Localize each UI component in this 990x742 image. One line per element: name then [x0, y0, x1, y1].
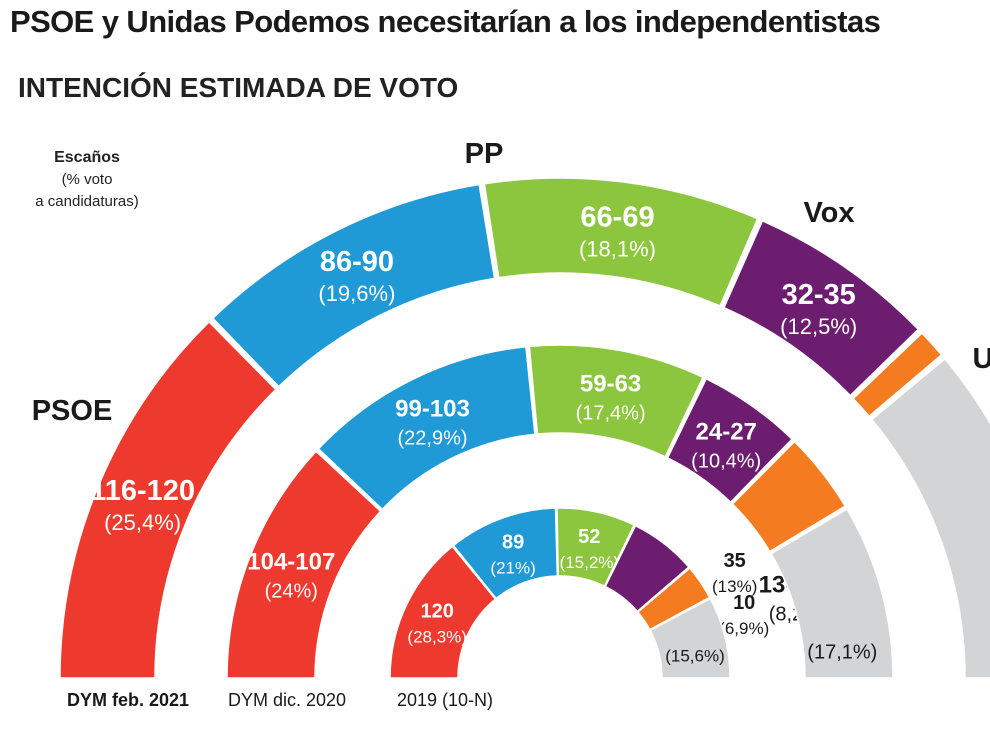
pct-label-pp-ring-2: (22,9%) [397, 428, 467, 450]
arc-segment-vox-ring-3 [556, 507, 636, 588]
arc-segment-psoe-ring-3 [389, 545, 497, 679]
seats-label-psoe-ring-2: 104-107 [247, 549, 335, 576]
arc-segment-pp-ring-2 [317, 345, 536, 511]
seats-label-pp-ring-2: 99-103 [395, 396, 470, 423]
chart-subtitle: INTENCIÓN ESTIMADA DE VOTO [18, 72, 459, 103]
party-label-pp: PP [465, 138, 504, 170]
seats-label-up-ring-2: 24-27 [696, 419, 757, 446]
arc-segment-psoe-ring-1 [59, 320, 277, 679]
arc-segment-vox-ring-1 [483, 177, 759, 307]
pct-label-up-ring-3: (13%) [712, 577, 757, 596]
seats-label-psoe-ring-3: 120 [421, 601, 454, 623]
ring-caption-3: 2019 (10-N) [397, 690, 493, 710]
arc-segment-up-ring-2 [666, 377, 794, 504]
party-label-psoe: PSOE [32, 395, 113, 427]
arc-segment-up-ring-3 [604, 524, 690, 613]
arc-segment-otros-ring-1 [870, 357, 990, 679]
pct-label-pp-ring-1: (19,6%) [318, 281, 395, 306]
pct-label-psoe-ring-2: (24%) [265, 581, 318, 603]
pct-label-cs-ring-3: (6,9%) [719, 619, 769, 638]
arc-segment-cs-ring-3 [636, 567, 711, 631]
legend-title: Escaños [54, 149, 120, 166]
seats-label-vox-ring-1: 66-69 [580, 202, 654, 234]
seats-label-pp-ring-1: 86-90 [320, 246, 394, 278]
ring-caption-1: DYM feb. 2021 [67, 690, 189, 710]
seats-label-up-ring-1: 32-35 [782, 279, 856, 311]
pct-label-up-ring-2: (10,4%) [691, 451, 761, 473]
party-label-vox: Vox [803, 197, 854, 229]
legend-line-2: a candidaturas) [35, 193, 139, 210]
seats-label-pp-ring-3: 89 [502, 531, 524, 553]
pct-label-pp-ring-3: (21%) [490, 558, 535, 577]
arc-segment-vox-ring-2 [528, 344, 705, 458]
pct-label-up-ring-1: (12,5%) [780, 314, 857, 339]
arc-segment-pp-ring-1 [211, 183, 496, 388]
party-label-u: U [973, 343, 990, 375]
pct-label-psoe-ring-1: (25,4%) [104, 510, 181, 535]
arc-segment-psoe-ring-2 [226, 450, 382, 679]
seats-label-psoe-ring-1: 116-120 [90, 475, 195, 507]
seats-label-vox-ring-2: 59-63 [580, 371, 641, 398]
pct-label-vox-ring-1: (18,1%) [579, 237, 656, 262]
ring-caption-2: DYM dic. 2020 [228, 690, 346, 710]
legend-line-1: (% voto [61, 171, 113, 188]
seats-label-cs-ring-3: 10 [733, 592, 755, 614]
arc-segment-otros-ring-2 [770, 508, 894, 679]
headline: PSOE y Unidas Podemos necesitarían a los… [10, 4, 881, 39]
seats-label-vox-ring-3: 52 [578, 526, 600, 548]
pct-label-psoe-ring-3: (28,3%) [407, 628, 467, 647]
arc-segment-pp-ring-3 [452, 507, 559, 600]
pct-label-otros-ring-3: (15,6%) [665, 646, 725, 665]
pct-label-vox-ring-2: (17,4%) [576, 403, 646, 425]
arc-segment-cs-ring-2 [731, 440, 847, 553]
arc-segment-up-ring-1 [722, 219, 920, 397]
pct-label-otros-ring-2: (17,1%) [807, 641, 877, 663]
pct-label-vox-ring-3: (15,2%) [560, 553, 620, 572]
legend-note: Escaños (% voto a candidaturas) [22, 147, 152, 213]
arc-segment-otros-ring-3 [649, 597, 731, 679]
seats-label-up-ring-3: 35 [724, 550, 746, 572]
arc-segment-cs-ring-1 [852, 331, 943, 418]
